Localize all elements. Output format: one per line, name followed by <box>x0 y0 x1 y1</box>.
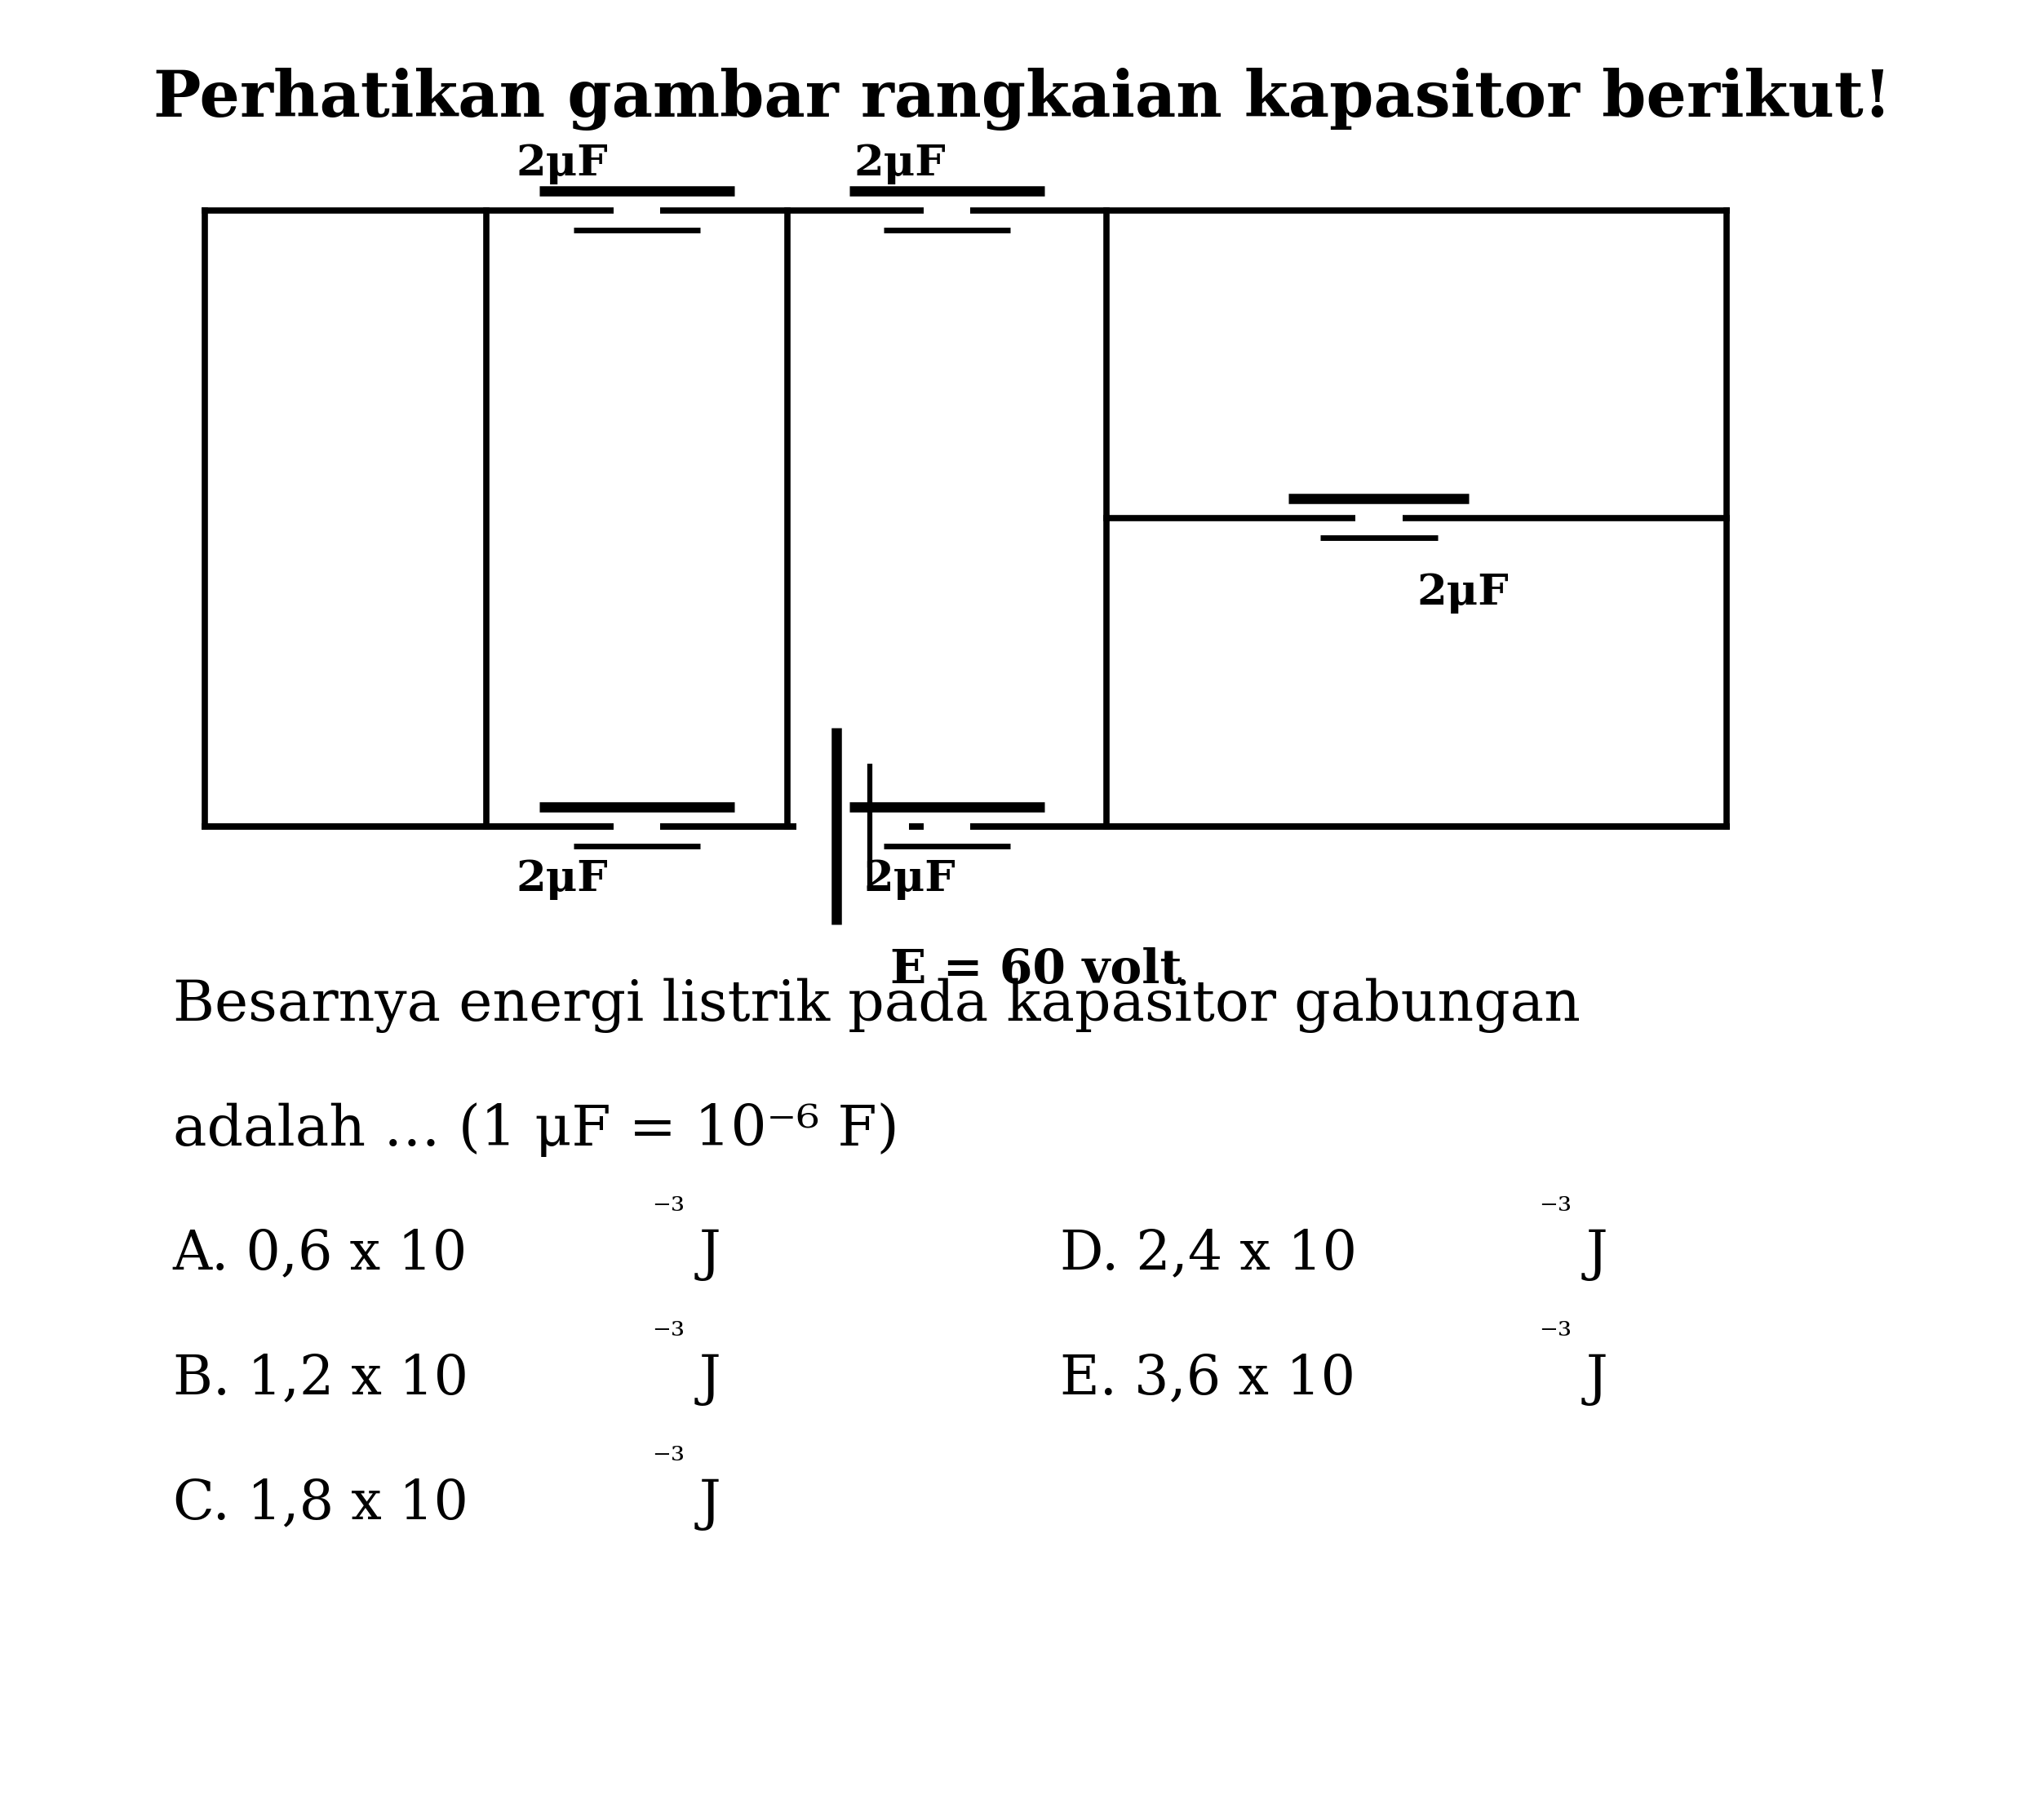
Text: 2μF: 2μF <box>1416 573 1508 614</box>
Text: C. 1,8 x 10: C. 1,8 x 10 <box>174 1477 468 1531</box>
Text: J: J <box>1586 1352 1607 1405</box>
Text: ⁻³: ⁻³ <box>1539 1195 1572 1230</box>
Text: J: J <box>1586 1228 1607 1280</box>
Text: 2μF: 2μF <box>854 142 946 185</box>
Text: ⁻³: ⁻³ <box>1539 1321 1572 1355</box>
Text: D. 2,4 x 10: D. 2,4 x 10 <box>1059 1228 1357 1280</box>
Text: ⁻³: ⁻³ <box>652 1445 685 1479</box>
Text: ⁻³: ⁻³ <box>652 1321 685 1355</box>
Text: E = 60 volt: E = 60 volt <box>891 948 1181 993</box>
Bar <box>924 802 971 851</box>
Text: B. 1,2 x 10: B. 1,2 x 10 <box>174 1352 468 1405</box>
Bar <box>924 187 971 235</box>
Text: J: J <box>699 1477 722 1531</box>
Text: J: J <box>699 1228 722 1280</box>
Text: Besarnya energi listrik pada kapasitor gabungan: Besarnya energi listrik pada kapasitor g… <box>174 978 1580 1032</box>
Text: adalah … (1 μF = 10⁻⁶ F): adalah … (1 μF = 10⁻⁶ F) <box>174 1102 899 1158</box>
Text: 2μF: 2μF <box>515 858 607 899</box>
Text: A. 0,6 x 10: A. 0,6 x 10 <box>174 1228 468 1280</box>
Bar <box>1355 494 1402 542</box>
Bar <box>613 802 660 851</box>
Text: J: J <box>699 1352 722 1405</box>
Text: 2μF: 2μF <box>863 858 955 899</box>
Text: ⁻³: ⁻³ <box>652 1195 685 1230</box>
Text: 2μF: 2μF <box>515 142 607 185</box>
Bar <box>797 790 910 862</box>
Text: E. 3,6 x 10: E. 3,6 x 10 <box>1059 1352 1355 1405</box>
Bar <box>613 187 660 235</box>
Text: Perhatikan gambar rangkaian kapasitor berikut!: Perhatikan gambar rangkaian kapasitor be… <box>153 68 1891 131</box>
